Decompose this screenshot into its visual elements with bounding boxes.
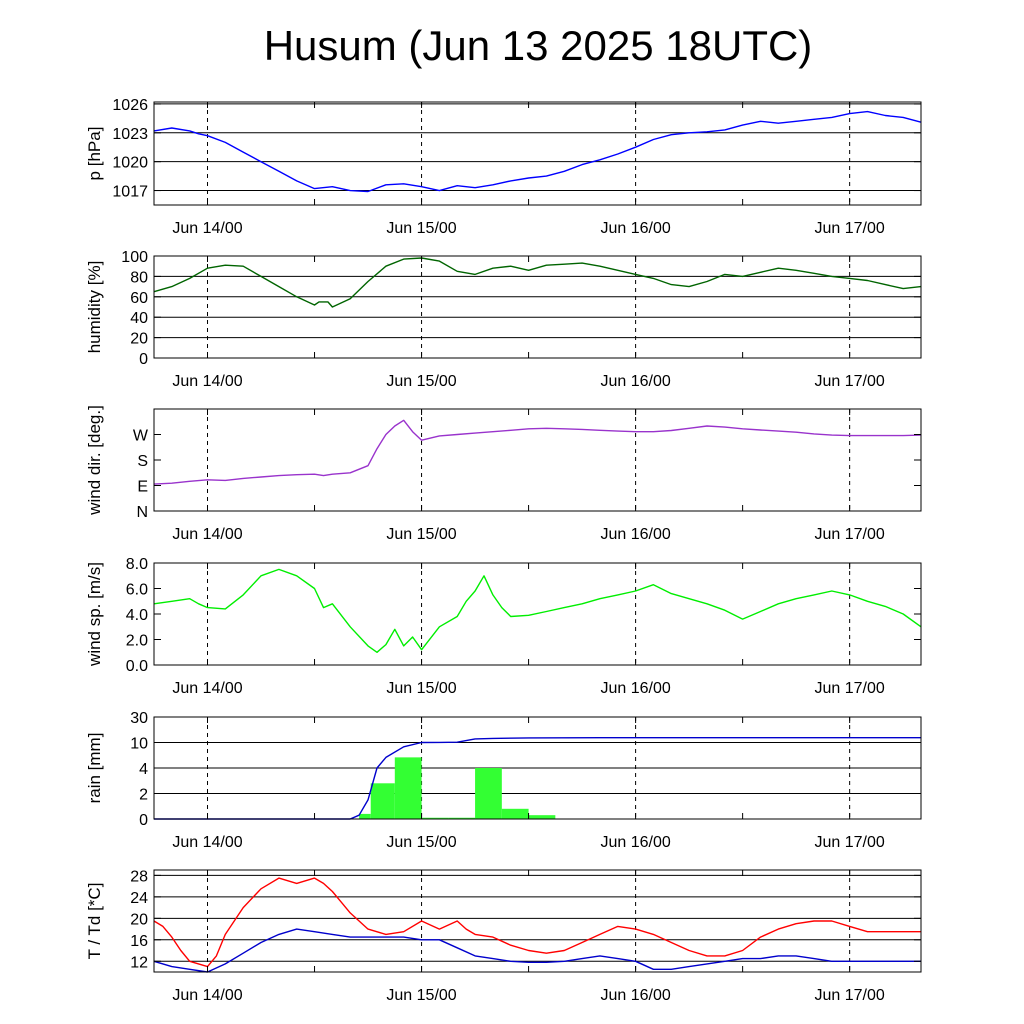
panel-4-xtick-label-1: Jun 15/00 [386, 834, 456, 851]
panel-1-ytick-label-4: 80 [130, 269, 148, 286]
panel-1-xtick-label-0: Jun 14/00 [172, 373, 242, 390]
panel-0-ytick-label-0: 1017 [112, 184, 148, 201]
panel-4-rain-bar-10 [394, 757, 422, 819]
panel-4-ytick-label-2: 4 [139, 761, 148, 778]
panel-1-xtick-label-2: Jun 16/00 [600, 373, 670, 390]
panel-4-ylabel: rain [mm] [85, 733, 104, 804]
panel-5-ytick-label-1: 16 [130, 933, 148, 950]
panel-1-frame [153, 255, 922, 359]
panel-2-series-0 [153, 419, 922, 485]
panel-5-series-1 [153, 928, 921, 973]
panel-3-xtick-label-3: Jun 17/00 [815, 680, 885, 697]
panel-2-xtick-label-3: Jun 17/00 [815, 526, 885, 543]
panel-0-xtick-label-3: Jun 17/00 [815, 220, 885, 237]
panel-5-series-0 [153, 877, 921, 968]
panel-5-xtick-label-3: Jun 17/00 [815, 987, 885, 1004]
panel-2-xtick-label-2: Jun 16/00 [600, 526, 670, 543]
panel-5-xtick-label-2: Jun 16/00 [600, 987, 670, 1004]
panel-0-series-0 [153, 110, 922, 193]
panel-4-ytick-label-4: 30 [130, 710, 148, 727]
panel-4-rain-bar-13 [475, 768, 502, 819]
panel-0-ylabel: p [hPa] [85, 127, 104, 181]
panel-5-xtick-label-0: Jun 14/00 [172, 987, 242, 1004]
panel-2-frame [153, 408, 922, 512]
panel-0-frame [153, 101, 922, 206]
panel-2-xtick-label-0: Jun 14/00 [172, 526, 242, 543]
panel-4-xtick-label-0: Jun 14/00 [172, 834, 242, 851]
panel-2-ytick-label-1: E [137, 479, 148, 496]
panel-3-xtick-label-0: Jun 14/00 [172, 680, 242, 697]
panel-2-ytick-label-0: N [136, 504, 148, 521]
panel-4-rain-bar-12 [448, 817, 476, 819]
panel-5-frame [153, 869, 922, 973]
panel-5-ytick-label-3: 24 [130, 890, 148, 907]
page-title: Husum (Jun 13 2025 18UTC) [263, 22, 813, 69]
panel-4-xtick-label-3: Jun 17/00 [815, 834, 885, 851]
panel-4-rain-bar-15 [528, 815, 556, 819]
panel-3-ytick-label-0: 0.0 [126, 658, 148, 675]
panel-1-ytick-label-0: 0 [139, 351, 148, 368]
panel-2-xtick-label-1: Jun 15/00 [386, 526, 456, 543]
panel-0-ytick-label-2: 1023 [112, 126, 148, 143]
panel-1-xtick-label-1: Jun 15/00 [386, 373, 456, 390]
panel-4-series-0 [154, 737, 921, 820]
panel-5-ylabel: T / Td [*C] [85, 883, 104, 960]
panel-4-ytick-label-0: 0 [139, 812, 148, 829]
panel-3-ytick-label-4: 8.0 [126, 556, 148, 573]
panel-4-rain-bar-14 [501, 808, 529, 819]
panel-1-ytick-label-5: 100 [121, 249, 148, 266]
panel-4-rain-bar-11 [421, 817, 449, 819]
panel-2-ylabel: wind dir. [deg.] [85, 405, 104, 516]
panel-5-ytick-label-2: 20 [130, 911, 148, 928]
panel-1-xtick-label-3: Jun 17/00 [815, 373, 885, 390]
panel-5-xtick-label-1: Jun 15/00 [386, 987, 456, 1004]
panel-1-ytick-label-3: 60 [130, 290, 148, 307]
panel-4-ytick-label-1: 2 [139, 787, 148, 804]
panel-3-ytick-label-1: 2.0 [126, 633, 148, 650]
panel-3-ytick-label-2: 4.0 [126, 607, 148, 624]
panel-0-ytick-label-1: 1020 [112, 155, 148, 172]
panel-3-xtick-label-2: Jun 16/00 [600, 680, 670, 697]
panel-3-xtick-label-1: Jun 15/00 [386, 680, 456, 697]
panel-3-series-0 [153, 568, 922, 653]
panel-4-ytick-label-3: 10 [130, 736, 148, 753]
panel-0-ytick-label-3: 1026 [112, 97, 148, 114]
panel-3-ytick-label-3: 6.0 [126, 582, 148, 599]
panel-5-ytick-label-4: 28 [130, 868, 148, 885]
panel-1-ytick-label-1: 20 [130, 331, 148, 348]
panel-2-ytick-label-3: W [133, 428, 149, 445]
panel-1-series-0 [153, 257, 922, 308]
panel-3-ylabel: wind sp. [m/s] [85, 562, 104, 667]
panel-4-rain-bar-8 [359, 813, 371, 819]
panel-0-xtick-label-1: Jun 15/00 [386, 220, 456, 237]
panel-1-ylabel: humidity [%] [85, 261, 104, 354]
panel-0-xtick-label-2: Jun 16/00 [600, 220, 670, 237]
panel-2-ytick-label-2: S [137, 453, 148, 470]
panel-1-ytick-label-2: 40 [130, 310, 148, 327]
panel-4-xtick-label-2: Jun 16/00 [600, 834, 670, 851]
panel-5-ytick-label-0: 12 [130, 954, 148, 971]
panel-0-xtick-label-0: Jun 14/00 [172, 220, 242, 237]
panel-4-rain-bar-9 [370, 783, 395, 819]
